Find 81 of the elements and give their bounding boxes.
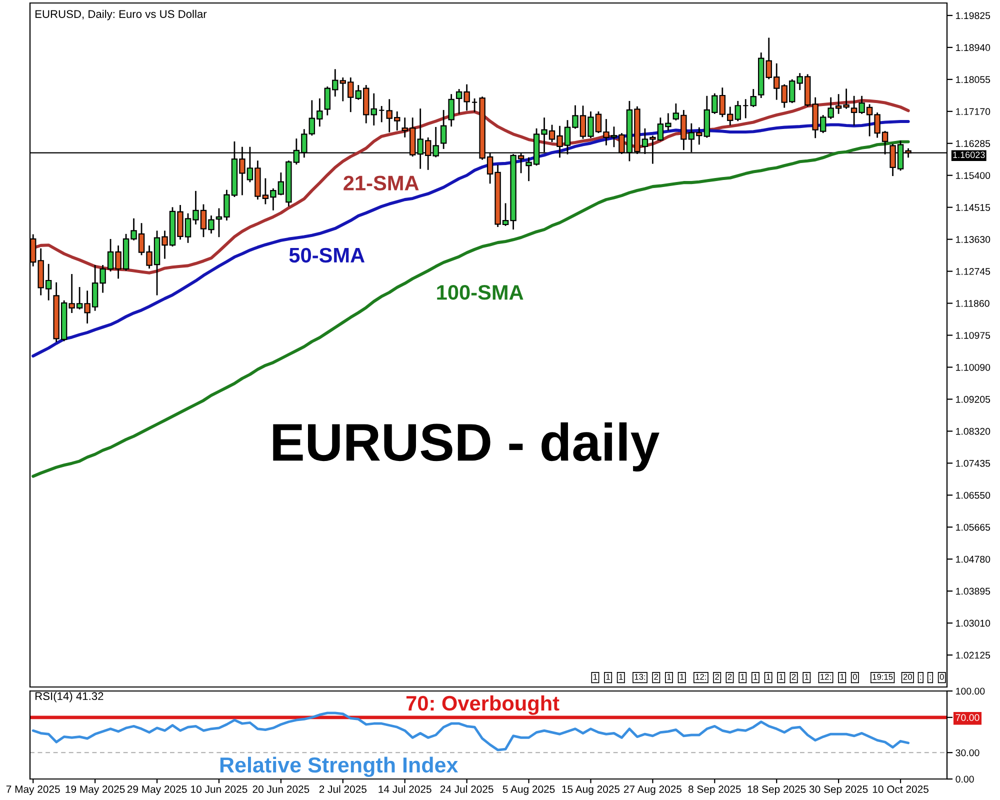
y-tick-label: 1.13630 (956, 236, 990, 243)
annotation: 2 (792, 674, 796, 680)
x-tick-label: 20 Jun 2025 (252, 786, 310, 793)
x-tick-label: 30 Sep 2025 (809, 786, 868, 795)
y-tick-label: 30.00 (956, 749, 980, 756)
annotation: 1 (680, 674, 684, 680)
y-tick-label: 1.11860 (956, 300, 990, 307)
series-label: 50-SMA (289, 248, 365, 263)
line-series (32, 140, 910, 478)
series-label: 100-SMA (437, 285, 524, 300)
y-tick-label: 1.15400 (956, 172, 990, 179)
text: : (930, 675, 931, 680)
annotation: 1 (619, 674, 623, 680)
y-tick-label: 1.18055 (956, 76, 990, 84)
annotation: 2 (715, 674, 719, 680)
y-tick-label: 1.17170 (956, 108, 990, 116)
y-tick-label: 1.06550 (956, 492, 990, 499)
y-tick-label: 1.09205 (956, 396, 990, 403)
y-tick-label: 1.10975 (956, 332, 990, 339)
annotation: 2 (728, 674, 732, 680)
candlestick (378, 106, 385, 122)
candlestick (448, 94, 454, 127)
annotation: 1 (804, 674, 809, 680)
chart-title: RSI(14) 41.32 (35, 692, 104, 702)
annotation: 12: (696, 674, 706, 680)
y-tick-label: 1.18940 (956, 44, 990, 52)
x-tick-label: 29 May 2025 (127, 786, 187, 795)
y-tick-label: 0.00 (956, 776, 974, 783)
candlestick (440, 110, 447, 149)
candlestick (471, 98, 478, 112)
x-tick-label: 10 Jun 2025 (191, 786, 248, 793)
x-tick-label: 8 Sep 2025 (688, 786, 741, 795)
x-tick-label: 7 May 2025 (6, 786, 60, 795)
text: : (920, 675, 922, 680)
y-tick-label: 1.03010 (956, 620, 990, 627)
annotation: 1 (594, 674, 598, 680)
y-tick-label: 1.03895 (956, 588, 990, 595)
x-tick-label: 27 Aug 2025 (624, 786, 682, 795)
candlestick (742, 99, 749, 118)
y-tick-label: 1.07435 (956, 460, 990, 467)
annotation: 19:15 (872, 674, 893, 680)
x-tick-label: 24 Jul 2025 (440, 785, 494, 793)
annotation: 1 (840, 674, 844, 680)
y-tick-label: 70.00 (956, 714, 980, 722)
y-tick-label: 1.08320 (956, 428, 990, 435)
text: EURUSD, Daily: Euro vs US Dollar (35, 10, 207, 20)
y-tick-label: 1.02125 (956, 652, 990, 659)
x-tick-label: 5 Aug 2025 (502, 786, 555, 795)
annotation: 1 (740, 674, 745, 680)
y-tick-label: 1.04780 (956, 556, 990, 563)
y-tick-label: 1.12745 (956, 268, 990, 275)
candlestick (750, 89, 756, 108)
annotation: 1 (754, 674, 758, 680)
x-tick-label: 14 Jul 2025 (378, 785, 432, 793)
y-tick-label: 1.05665 (956, 524, 990, 531)
x-tick-label: 2 Jul 2025 (319, 785, 366, 793)
annotation: 1 (606, 674, 610, 680)
annotation: 1 (779, 674, 784, 680)
annotation: 0 (852, 674, 857, 680)
annotation: 2 (654, 674, 658, 680)
y-tick-label: 1.16285 (956, 140, 990, 147)
annotation: 13: (634, 674, 646, 680)
y-tick-label: 1.14515 (956, 204, 990, 211)
y-tick-label: 1.10090 (956, 364, 990, 371)
annotation: 20 (903, 674, 912, 680)
x-tick-label: 10 Oct 2025 (872, 786, 928, 793)
annotation: 12: (820, 674, 831, 680)
text: 0 (940, 674, 944, 680)
annotation: 1 (766, 674, 770, 680)
text: EURUSD - daily (273, 422, 660, 472)
ref-line-label: 70: Overbought (406, 695, 560, 715)
y-tick-label: 1.19825 (956, 12, 990, 20)
x-tick-label: 15 Aug 2025 (562, 786, 620, 795)
x-tick-label: 19 May 2025 (66, 786, 125, 795)
series-label: Relative Strength Index (220, 756, 458, 777)
y-tick-label: 100.00 (956, 688, 985, 695)
series-label: 21-SMA (344, 176, 419, 190)
ref-line-label: 1.16023 (953, 152, 985, 158)
annotation: 1 (667, 674, 671, 680)
candlestick (370, 93, 377, 126)
x-tick-label: 18 Sep 2025 (748, 786, 806, 795)
